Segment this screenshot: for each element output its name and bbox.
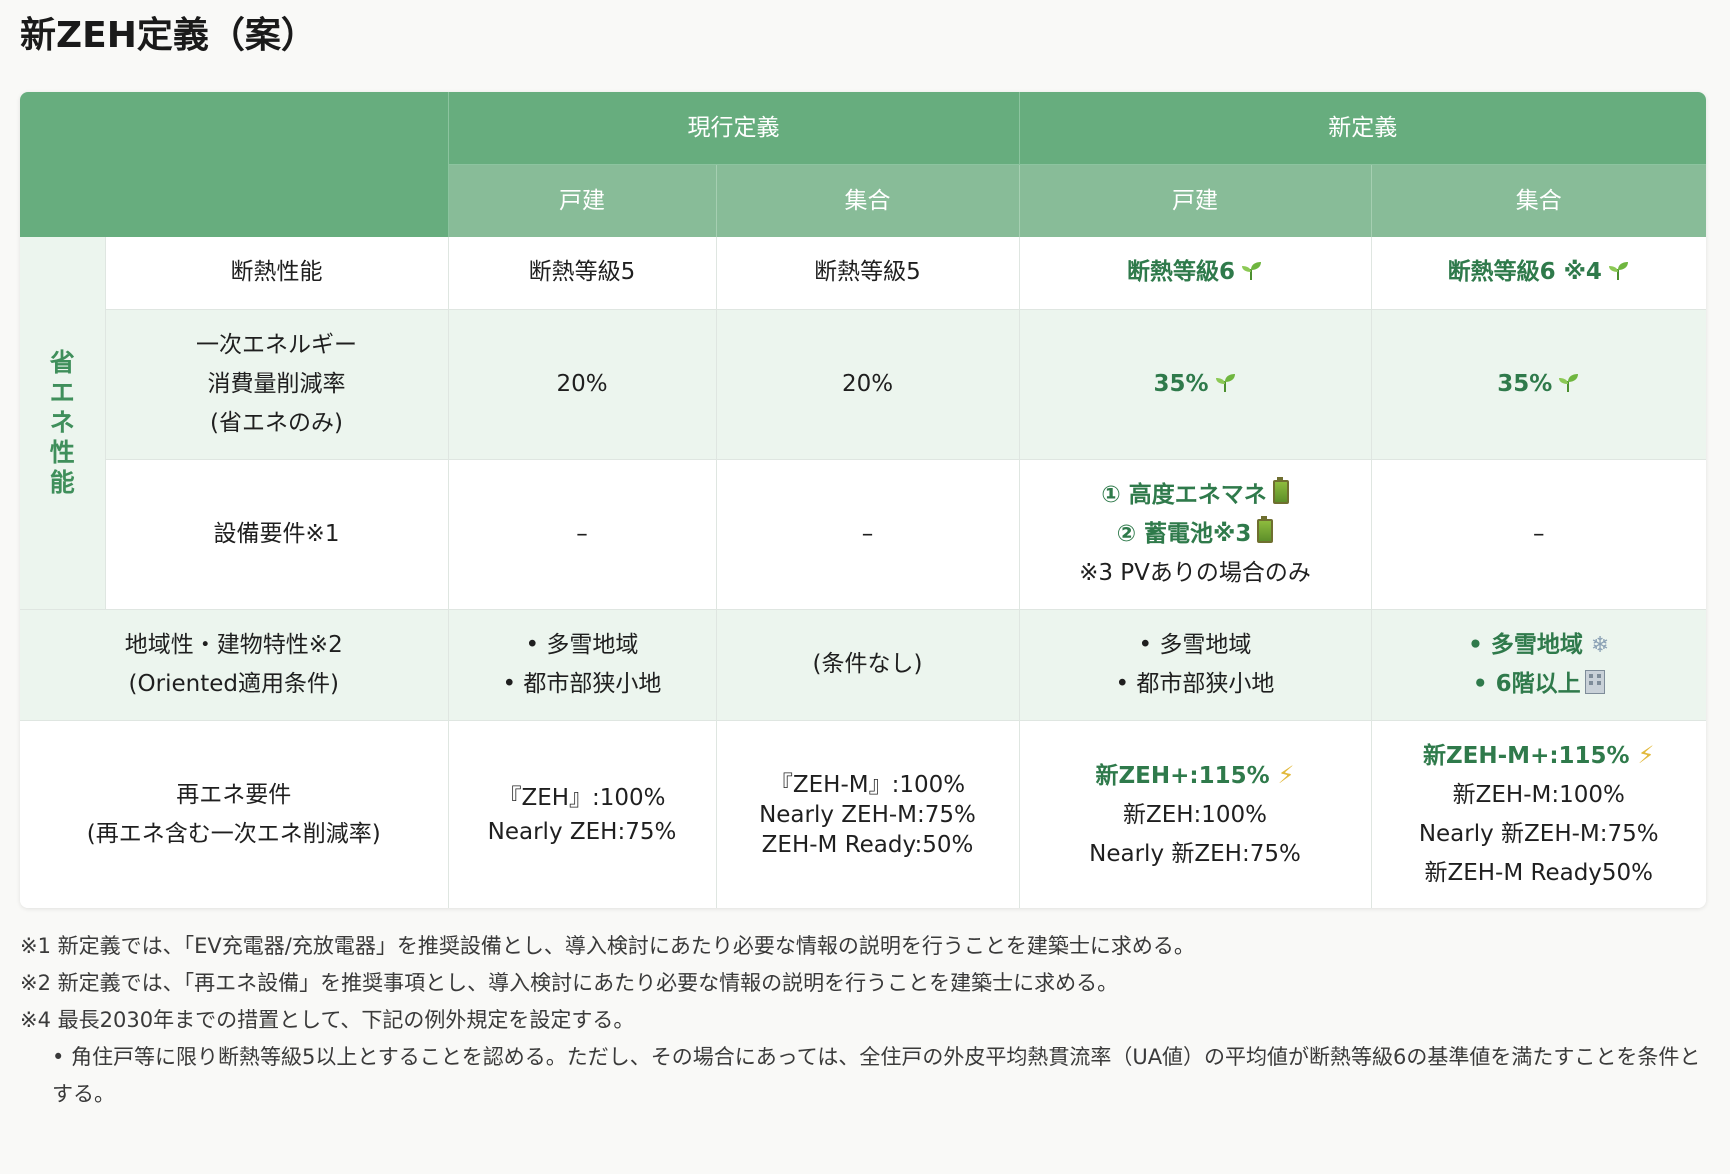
cell-energy-new-detached: 35%	[1019, 309, 1372, 460]
header-new-definition: 新定義	[1019, 92, 1706, 165]
battery-icon	[1257, 515, 1274, 543]
cell-equipment-new-detached: ① 高度エネマネ ② 蓄電池※3 ※3 PVありの場合のみ	[1019, 459, 1372, 610]
row-label-insulation: 断熱性能	[105, 237, 449, 310]
cell-renewable-current-apartment: 『ZEH-M』:100% Nearly ZEH-M:75% ZEH-M Read…	[716, 720, 1020, 908]
table-row-primary-energy: 一次エネルギー 消費量削減率 (省エネのみ) 20% 20% 35% 35%	[20, 309, 1706, 460]
row-label-region: 地域性・建物特性※2 (Oriented適用条件)	[20, 609, 449, 721]
header-current-detached: 戸建	[448, 164, 717, 237]
header-current-definition: 現行定義	[448, 92, 1020, 165]
table-row-region: 地域性・建物特性※2 (Oriented適用条件) • 多雪地域 • 都市部狭小…	[20, 609, 1706, 721]
cell-equipment-current-detached: –	[448, 459, 717, 610]
sprout-icon	[1608, 262, 1628, 281]
header-row-types: 戸建 集合 戸建 集合	[20, 164, 1706, 237]
cell-region-new-apartment: • 多雪地域 ❄ • 6階以上	[1371, 609, 1706, 721]
cell-region-new-detached: • 多雪地域 • 都市部狭小地	[1019, 609, 1372, 721]
header-new-apartment: 集合	[1371, 164, 1706, 237]
table-row-equipment: 設備要件※1 – – ① 高度エネマネ ② 蓄電池※3 ※3 PVありの場合のみ…	[20, 459, 1706, 610]
table-row-renewable: 再エネ要件 (再エネ含む一次エネ削減率) 『ZEH』:100% Nearly Z…	[20, 720, 1706, 908]
cell-renewable-new-apartment: 新ZEH-M+:115% ⚡ 新ZEH-M:100% Nearly 新ZEH-M…	[1371, 720, 1706, 908]
cell-insulation-new-detached: 断熱等級6	[1019, 237, 1372, 310]
row-label-equipment: 設備要件※1	[105, 459, 449, 610]
category-energy-performance: 省エネ性能	[20, 237, 106, 610]
zeh-definition-table: 現行定義 新定義 戸建 集合 戸建 集合 省エネ性能 断熱性能 断熱等級5 断熱…	[20, 92, 1706, 908]
lightning-icon: ⚡	[1277, 760, 1295, 789]
sprout-icon	[1559, 373, 1579, 392]
snowflake-icon: ❄	[1590, 632, 1610, 658]
page-title: 新ZEH定義（案）	[20, 15, 317, 56]
header-new-detached: 戸建	[1019, 164, 1372, 237]
cell-region-current-detached: • 多雪地域 • 都市部狭小地	[448, 609, 717, 721]
footnote-1: ※1 新定義では、「EV充電器/充放電器」を推奨設備とし、導入検討にあたり必要な…	[20, 934, 1195, 958]
lightning-icon: ⚡	[1637, 741, 1655, 770]
cell-energy-current-detached: 20%	[448, 309, 717, 460]
header-corner	[20, 92, 449, 237]
cell-renewable-current-detached: 『ZEH』:100% Nearly ZEH:75%	[448, 720, 717, 908]
cell-insulation-new-apartment: 断熱等級6 ※4	[1371, 237, 1706, 310]
footnote-4-detail: • 角住戸等に限り断熱等級5以上とすることを認める。ただし、その場合にあっては、…	[52, 1045, 1701, 1106]
header-row-groups: 現行定義 新定義	[20, 92, 1706, 237]
row-label-primary-energy: 一次エネルギー 消費量削減率 (省エネのみ)	[105, 309, 449, 460]
sprout-icon	[1215, 373, 1235, 392]
cell-equipment-current-apartment: –	[716, 459, 1020, 610]
row-label-renewable: 再エネ要件 (再エネ含む一次エネ削減率)	[20, 720, 449, 908]
footnote-2: ※2 新定義では、「再エネ設備」を推奨事項とし、導入検討にあたり必要な情報の説明…	[20, 971, 1119, 995]
cell-equipment-new-apartment: –	[1371, 459, 1706, 610]
building-icon	[1584, 669, 1605, 694]
footnotes: ※1 新定義では、「EV充電器/充放電器」を推奨設備とし、導入検討にあたり必要な…	[20, 928, 1710, 1113]
cell-region-current-apartment: (条件なし)	[716, 609, 1020, 721]
cell-energy-new-apartment: 35%	[1371, 309, 1706, 460]
cell-insulation-current-detached: 断熱等級5	[448, 237, 717, 310]
cell-energy-current-apartment: 20%	[716, 309, 1020, 460]
battery-icon	[1272, 476, 1289, 504]
header-current-apartment: 集合	[716, 164, 1020, 237]
table-row-insulation: 省エネ性能 断熱性能 断熱等級5 断熱等級5 断熱等級6 断熱等級6 ※4	[20, 237, 1706, 610]
cell-insulation-current-apartment: 断熱等級5	[716, 237, 1020, 310]
footnote-4: ※4 最長2030年までの措置として、下記の例外規定を設定する。	[20, 1008, 635, 1032]
cell-renewable-new-detached: 新ZEH+:115% ⚡ 新ZEH:100% Nearly 新ZEH:75%	[1019, 720, 1372, 908]
sprout-icon	[1242, 262, 1261, 281]
